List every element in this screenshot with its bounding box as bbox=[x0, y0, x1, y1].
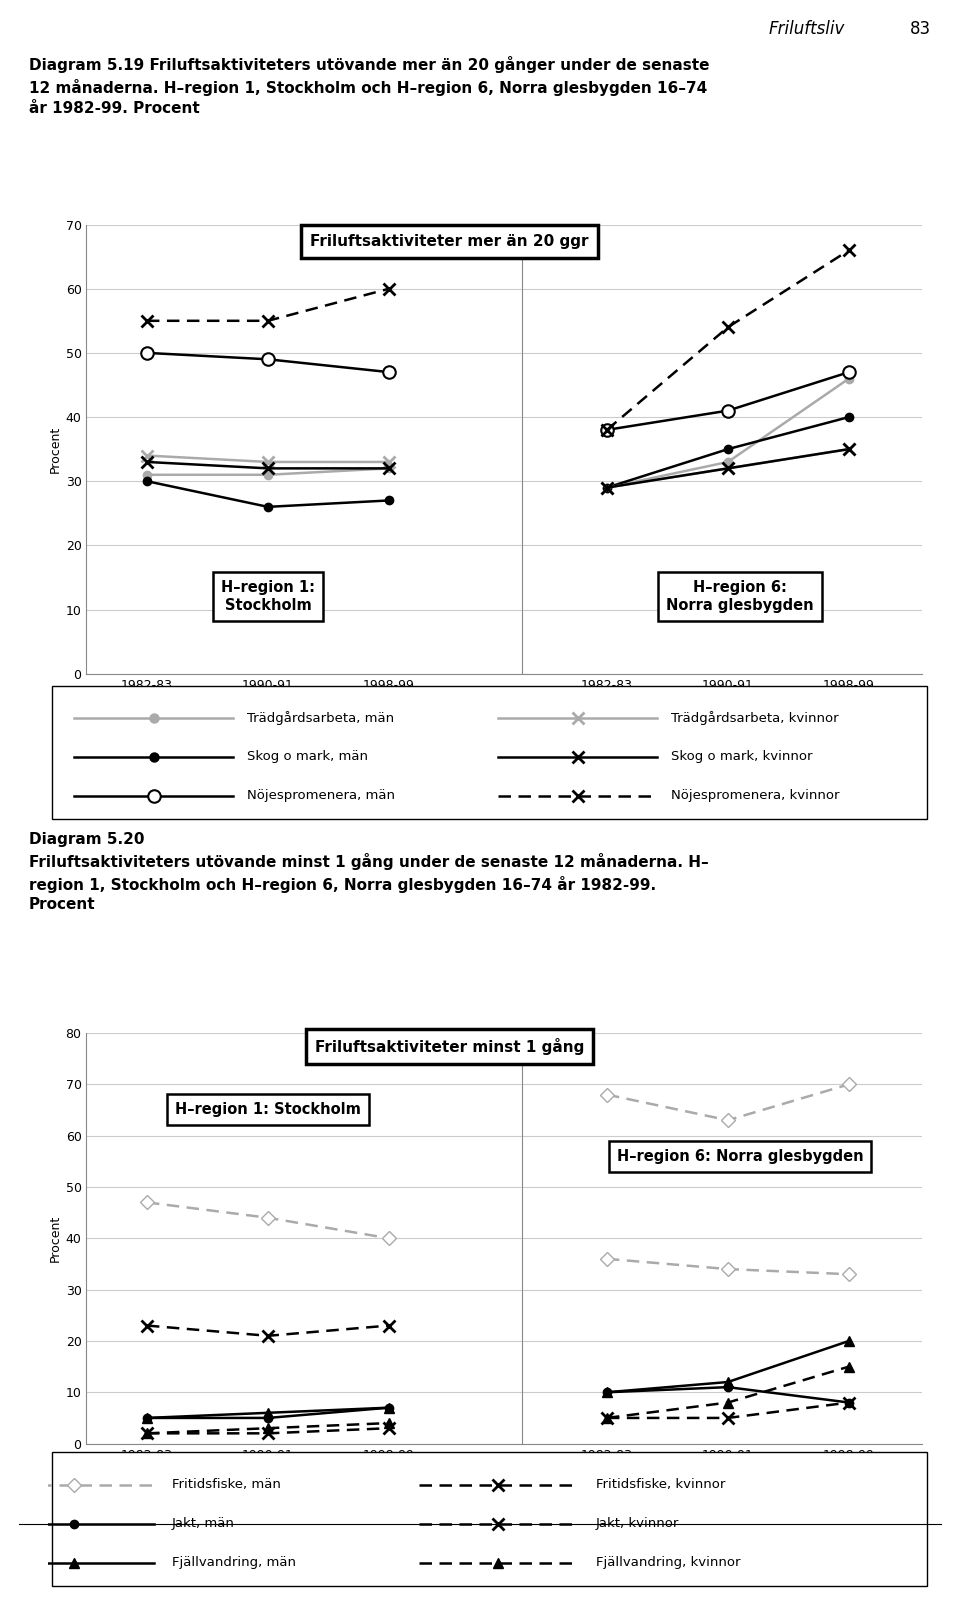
Text: Skog o mark, män: Skog o mark, män bbox=[247, 751, 368, 764]
Text: Nöjespromenera, kvinnor: Nöjespromenera, kvinnor bbox=[671, 789, 839, 802]
Text: Nöjespromenera, män: Nöjespromenera, män bbox=[247, 789, 395, 802]
Text: 83: 83 bbox=[910, 19, 931, 38]
Text: Diagram 5.19 Friluftsaktiviteters utövande mer än 20 gånger under de senaste
12 : Diagram 5.19 Friluftsaktiviteters utövan… bbox=[29, 56, 709, 115]
Text: Fjällvandring, kvinnor: Fjällvandring, kvinnor bbox=[595, 1556, 740, 1569]
Y-axis label: Procent: Procent bbox=[48, 1214, 61, 1262]
Text: Trädgårdsarbeta, kvinnor: Trädgårdsarbeta, kvinnor bbox=[671, 711, 838, 725]
Text: Friluftsliv: Friluftsliv bbox=[768, 19, 845, 38]
Text: Friluftsaktiviteter mer än 20 ggr: Friluftsaktiviteter mer än 20 ggr bbox=[310, 234, 588, 249]
FancyBboxPatch shape bbox=[53, 1452, 926, 1586]
Text: Jakt, män: Jakt, män bbox=[172, 1517, 234, 1530]
Text: H–region 1: Stockholm: H–region 1: Stockholm bbox=[175, 1102, 361, 1118]
Text: Fritidsfiske, kvinnor: Fritidsfiske, kvinnor bbox=[595, 1477, 725, 1492]
Text: H–region 6: Norra glesbygden: H–region 6: Norra glesbygden bbox=[616, 1148, 863, 1163]
Text: Fritidsfiske, män: Fritidsfiske, män bbox=[172, 1477, 280, 1492]
Text: Friluftsaktiviteter minst 1 gång: Friluftsaktiviteter minst 1 gång bbox=[315, 1038, 585, 1055]
Text: Diagram 5.20
Friluftsaktiviteters utövande minst 1 gång under de senaste 12 måna: Diagram 5.20 Friluftsaktiviteters utövan… bbox=[29, 832, 708, 913]
Y-axis label: Procent: Procent bbox=[48, 425, 61, 473]
FancyBboxPatch shape bbox=[53, 685, 926, 820]
Text: Jakt, kvinnor: Jakt, kvinnor bbox=[595, 1517, 679, 1530]
Text: H–region 6:
Norra glesbygden: H–region 6: Norra glesbygden bbox=[666, 581, 814, 613]
Text: Trädgårdsarbeta, män: Trädgårdsarbeta, män bbox=[247, 711, 394, 725]
Text: H–region 1:
Stockholm: H–region 1: Stockholm bbox=[221, 581, 315, 613]
Text: Fjällvandring, män: Fjällvandring, män bbox=[172, 1556, 296, 1569]
Text: Skog o mark, kvinnor: Skog o mark, kvinnor bbox=[671, 751, 812, 764]
